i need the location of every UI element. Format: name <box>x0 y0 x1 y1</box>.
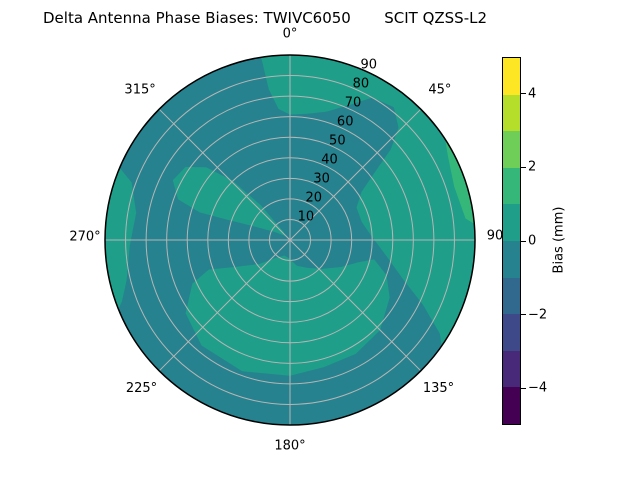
colorbar-segment-8 <box>503 350 520 388</box>
radial-tick-label-80: 80 <box>353 77 370 92</box>
colorbar-segment-7 <box>503 314 520 351</box>
colorbar-ticklabel-4: 4 <box>528 86 537 102</box>
colorbar-tickmark--4 <box>521 387 526 389</box>
radial-tick-label-60: 60 <box>337 115 354 130</box>
radial-tick-label-30: 30 <box>313 172 330 187</box>
contour-region-outer-ring-right <box>261 55 475 347</box>
grid-spoke-135 <box>289 239 422 372</box>
colorbar-segment-0 <box>503 58 520 95</box>
colorbar-tickmark-4 <box>521 93 526 95</box>
grid-spoke-225 <box>158 239 291 372</box>
radial-tick-label-20: 20 <box>305 191 322 206</box>
contour-region-east-edge-sliver <box>445 139 475 224</box>
radial-tick-label-70: 70 <box>345 96 362 111</box>
colorbar-segment-3 <box>503 167 520 205</box>
contour-region-lower-left-blob <box>185 255 390 376</box>
colorbar-ticklabel--4: −4 <box>528 380 548 396</box>
angular-tick-label-135: 135° <box>423 381 454 396</box>
polar-outline <box>104 54 476 426</box>
grid-spoke-45 <box>289 108 422 241</box>
colorbar-segment-9 <box>503 387 520 424</box>
angular-tick-label-45: 45° <box>428 83 451 98</box>
angular-tick-label-225: 225° <box>126 381 157 396</box>
chart-title: Delta Antenna Phase Biases: TWIVC6050 SC… <box>43 9 488 27</box>
angular-tick-label-315: 315° <box>124 83 155 98</box>
angular-tick-label-180: 180° <box>274 439 305 454</box>
colorbar-segment-2 <box>503 131 520 168</box>
radial-tick-label-10: 10 <box>298 210 315 225</box>
contour-region-diagonal-band-upper-left <box>172 166 286 236</box>
grid-spoke-315 <box>158 108 291 241</box>
colorbar-segment-4 <box>503 204 520 241</box>
angular-tick-label-270: 270° <box>69 230 100 245</box>
angular-tick-label-90: 90 <box>487 229 504 244</box>
colorbar-tickmark--2 <box>521 314 526 316</box>
radial-tick-label-50: 50 <box>329 134 346 149</box>
colorbar-ticklabel-0: 0 <box>528 233 537 249</box>
colorbar-tickmark-0 <box>521 240 526 242</box>
colorbar-ticklabel-2: 2 <box>528 159 537 175</box>
colorbar-segment-5 <box>503 240 520 278</box>
angular-tick-label-0: 0° <box>283 27 298 42</box>
colorbar-axis-label: Bias (mm) <box>551 206 567 274</box>
colorbar-segment-1 <box>503 94 520 132</box>
colorbar-ticklabel--2: −2 <box>528 307 548 323</box>
colorbar <box>502 57 521 425</box>
contour-region-outer-arc-left <box>105 167 137 310</box>
colorbar-segment-6 <box>503 277 520 315</box>
radial-tick-label-40: 40 <box>321 153 338 168</box>
colorbar-tickmark-2 <box>521 166 526 169</box>
radial-tick-label-90: 90 <box>361 58 378 73</box>
